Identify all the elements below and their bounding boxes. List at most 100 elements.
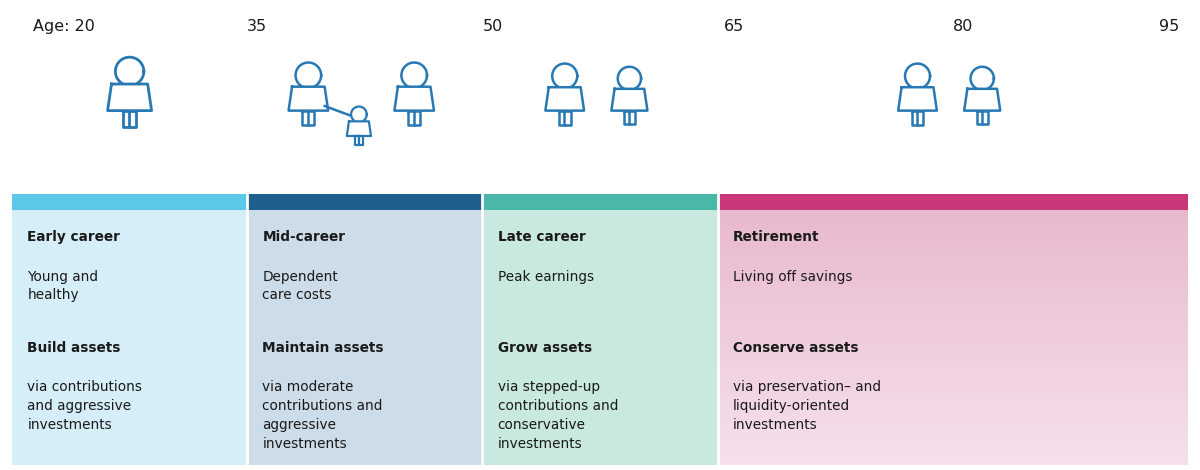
Text: Mid-career: Mid-career (263, 230, 346, 244)
Text: Young and
healthy: Young and healthy (28, 269, 98, 303)
Bar (718, 302, 1188, 306)
Text: Age: 20: Age: 20 (34, 18, 95, 33)
Polygon shape (564, 110, 571, 125)
Bar (718, 270, 1188, 274)
Text: via preservation– and
liquidity-oriented
investments: via preservation– and liquidity-oriented… (733, 380, 881, 432)
Bar (718, 245, 1188, 248)
Bar (718, 213, 1188, 216)
Bar (482, 210, 718, 465)
Bar (718, 449, 1188, 453)
Bar (718, 363, 1188, 366)
Bar (718, 232, 1188, 235)
Bar (718, 392, 1188, 395)
Bar (718, 229, 1188, 232)
Bar (718, 226, 1188, 229)
Polygon shape (611, 89, 648, 110)
Bar (718, 242, 1188, 245)
Bar (718, 453, 1188, 456)
Text: Early career: Early career (28, 230, 120, 244)
Bar (482, 194, 718, 210)
Bar (718, 194, 1188, 210)
Bar (718, 456, 1188, 459)
Bar (718, 318, 1188, 321)
Bar (718, 437, 1188, 440)
Bar (718, 334, 1188, 337)
Bar (718, 238, 1188, 242)
Polygon shape (295, 63, 322, 88)
Text: Peak earnings: Peak earnings (498, 269, 594, 283)
Bar (718, 421, 1188, 424)
Polygon shape (982, 110, 988, 124)
Text: Retirement: Retirement (733, 230, 820, 244)
Bar (12, 194, 247, 210)
Polygon shape (355, 136, 359, 145)
Bar (718, 350, 1188, 353)
Bar (718, 321, 1188, 325)
Polygon shape (352, 107, 367, 122)
Bar (718, 433, 1188, 437)
Bar (718, 427, 1188, 430)
Bar (718, 443, 1188, 446)
Polygon shape (395, 86, 434, 110)
Bar (718, 286, 1188, 290)
Text: via moderate
contributions and
aggressive
investments: via moderate contributions and aggressiv… (263, 380, 383, 451)
Bar (718, 341, 1188, 344)
Bar (718, 369, 1188, 373)
Text: Late career: Late career (498, 230, 586, 244)
Bar (718, 344, 1188, 347)
Polygon shape (917, 110, 924, 125)
Text: 95: 95 (1159, 18, 1178, 33)
Polygon shape (130, 110, 137, 127)
Bar (718, 210, 1188, 213)
Bar (718, 414, 1188, 417)
Bar (718, 222, 1188, 226)
Bar (718, 337, 1188, 341)
Bar (718, 251, 1188, 254)
Text: Conserve assets: Conserve assets (733, 341, 858, 355)
Polygon shape (545, 87, 584, 110)
Text: Living off savings: Living off savings (733, 269, 852, 283)
Polygon shape (122, 110, 130, 127)
Bar (718, 360, 1188, 363)
Polygon shape (288, 86, 328, 110)
Bar (718, 309, 1188, 312)
Bar (718, 382, 1188, 385)
Bar (718, 290, 1188, 293)
Bar (718, 398, 1188, 401)
Bar (718, 274, 1188, 277)
Bar (718, 385, 1188, 389)
Text: Dependent
care costs: Dependent care costs (263, 269, 338, 303)
Bar (12, 210, 247, 465)
Bar (718, 389, 1188, 392)
Bar (718, 235, 1188, 238)
Bar (718, 277, 1188, 280)
Polygon shape (115, 57, 144, 86)
Bar (718, 331, 1188, 334)
Polygon shape (308, 110, 314, 125)
Bar (718, 216, 1188, 219)
Text: Maintain assets: Maintain assets (263, 341, 384, 355)
Text: 65: 65 (724, 18, 744, 33)
Text: Grow assets: Grow assets (498, 341, 592, 355)
Bar (718, 219, 1188, 222)
Bar (718, 395, 1188, 398)
Bar (718, 328, 1188, 331)
Polygon shape (108, 84, 151, 110)
Bar (718, 366, 1188, 369)
Polygon shape (905, 63, 930, 89)
Bar (718, 264, 1188, 267)
Bar (718, 347, 1188, 350)
Bar (718, 315, 1188, 318)
Polygon shape (977, 110, 983, 124)
Bar (718, 446, 1188, 449)
Polygon shape (912, 110, 918, 125)
Bar (247, 194, 482, 210)
Bar (718, 353, 1188, 357)
Text: 50: 50 (482, 18, 503, 33)
Polygon shape (552, 63, 577, 89)
Bar (718, 299, 1188, 302)
Bar (718, 254, 1188, 258)
Polygon shape (408, 110, 415, 125)
Polygon shape (618, 67, 641, 90)
Bar (718, 440, 1188, 443)
